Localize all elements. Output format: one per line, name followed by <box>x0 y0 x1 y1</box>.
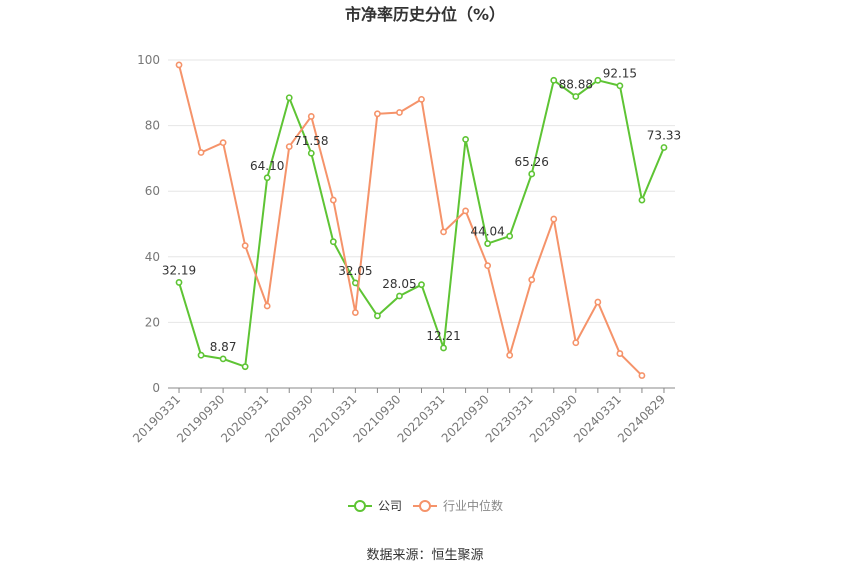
source-note: 数据来源：恒生聚源 <box>366 548 483 563</box>
data-point[interactable] <box>351 309 359 316</box>
x-axis: 2019033120190930202003312020093020210331… <box>130 387 675 445</box>
data-point[interactable] <box>528 276 536 284</box>
data-label: 73.33 <box>647 128 681 142</box>
x-tick-label: 20240829 <box>615 392 668 445</box>
y-tick-label: 100 <box>137 53 160 67</box>
data-point[interactable] <box>462 207 469 215</box>
data-label: 12.21 <box>426 329 460 343</box>
data-label: 64.10 <box>250 159 284 173</box>
data-point[interactable] <box>374 110 381 118</box>
data-point[interactable] <box>219 355 227 363</box>
y-tick-label: 0 <box>152 381 160 395</box>
data-point[interactable] <box>418 281 425 289</box>
data-point[interactable] <box>506 351 514 359</box>
data-label: 32.19 <box>162 263 196 277</box>
data-point[interactable] <box>329 196 337 204</box>
data-point[interactable] <box>175 279 183 286</box>
series-line-1 <box>178 64 643 377</box>
data-point[interactable] <box>396 109 403 116</box>
data-point[interactable] <box>197 351 205 359</box>
data-label: 8.87 <box>210 340 237 354</box>
data-label: 71.58 <box>294 134 328 148</box>
data-point[interactable] <box>638 196 646 204</box>
data-point[interactable] <box>418 95 425 103</box>
data-point[interactable] <box>263 302 271 310</box>
data-point[interactable] <box>374 312 381 320</box>
data-label: 44.04 <box>470 225 504 239</box>
data-point[interactable] <box>462 135 469 143</box>
data-point[interactable] <box>329 238 337 246</box>
y-tick-label: 20 <box>145 315 160 329</box>
data-point[interactable] <box>307 149 315 157</box>
series-layer <box>175 61 668 379</box>
data-point[interactable] <box>594 298 602 306</box>
data-point[interactable] <box>440 228 447 236</box>
data-point[interactable] <box>351 279 359 287</box>
data-label: 88.88 <box>559 77 593 91</box>
legend-item-0[interactable]: 公司 <box>348 499 402 513</box>
y-tick-label: 40 <box>145 250 160 264</box>
data-point[interactable] <box>219 139 227 147</box>
legend-swatch-marker <box>354 500 366 512</box>
data-point[interactable] <box>307 113 315 120</box>
data-point[interactable] <box>616 350 624 357</box>
data-point[interactable] <box>440 344 447 352</box>
legend-label: 行业中位数 <box>443 498 503 513</box>
data-point[interactable] <box>528 170 536 178</box>
data-point[interactable] <box>241 363 249 371</box>
data-point[interactable] <box>506 232 514 240</box>
y-tick-label: 60 <box>145 184 160 198</box>
data-label: 65.26 <box>515 155 549 169</box>
data-point[interactable] <box>660 144 668 151</box>
data-point[interactable] <box>572 339 580 347</box>
data-point[interactable] <box>550 215 558 223</box>
data-point[interactable] <box>638 372 646 379</box>
data-point[interactable] <box>594 76 602 84</box>
data-point[interactable] <box>550 76 558 84</box>
series-line-0 <box>178 78 665 369</box>
legend-label: 公司 <box>378 499 402 513</box>
data-point[interactable] <box>616 82 624 90</box>
data-label: 32.05 <box>338 264 372 278</box>
y-axis: 0 20 40 60 80 100 <box>137 53 160 395</box>
data-point[interactable] <box>484 240 492 247</box>
chart-title: 市净率历史分位（%） <box>345 5 505 24</box>
data-point[interactable] <box>175 61 183 69</box>
data-label: 92.15 <box>603 67 637 81</box>
y-tick-label: 80 <box>145 119 160 133</box>
data-point[interactable] <box>484 262 492 270</box>
grid <box>168 59 675 323</box>
data-point[interactable] <box>285 143 293 150</box>
legend-item-1[interactable]: 行业中位数 <box>413 498 503 513</box>
data-labels: 32.19 8.87 64.10 71.58 32.05 28.05 12.21 44.04 6… <box>162 67 681 354</box>
data-point[interactable] <box>241 242 249 250</box>
data-point[interactable] <box>396 292 403 300</box>
legend[interactable]: 公司 行业中位数 <box>348 498 503 513</box>
data-point[interactable] <box>285 94 293 102</box>
data-point[interactable] <box>572 93 580 100</box>
legend-swatch-marker <box>419 500 431 512</box>
data-label: 28.05 <box>382 277 416 291</box>
data-point[interactable] <box>263 174 271 182</box>
data-point[interactable] <box>197 149 205 156</box>
